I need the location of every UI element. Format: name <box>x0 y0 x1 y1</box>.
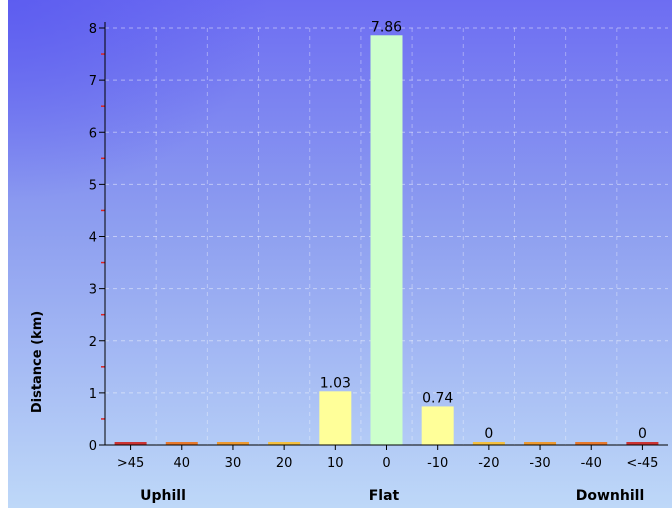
bar <box>319 391 352 445</box>
bar <box>114 442 147 445</box>
value-label: 1.03 <box>320 375 351 391</box>
x-tick-label: 40 <box>173 456 190 471</box>
bar <box>268 442 301 445</box>
group-label-downhill: Downhill <box>576 488 645 504</box>
bar <box>216 442 249 445</box>
x-tick-label: -30 <box>529 456 550 471</box>
value-labels: 1.03 7.86 0.74 0 0 <box>320 19 647 442</box>
bar <box>370 35 403 446</box>
bar <box>472 442 505 445</box>
x-tick-label: -40 <box>581 456 602 471</box>
axes <box>99 22 668 450</box>
bar <box>575 442 608 445</box>
y-tick-label: 1 <box>89 387 97 402</box>
y-tick-labels: 0 1 2 3 4 5 6 7 8 <box>89 22 97 454</box>
x-tick-label: 20 <box>276 456 293 471</box>
bars <box>114 35 659 446</box>
bar <box>165 442 198 445</box>
y-tick-label: 5 <box>89 178 97 193</box>
x-tick-label: 30 <box>225 456 242 471</box>
group-label-uphill: Uphill <box>140 488 186 504</box>
x-tick-labels: >45 40 30 20 10 0 -10 -20 -30 -40 <-45 <box>117 456 659 471</box>
chart-background-glow <box>8 0 268 200</box>
value-label: 0.74 <box>422 390 453 406</box>
bar <box>626 442 659 445</box>
x-tick-label: -20 <box>478 456 499 471</box>
y-tick-label: 8 <box>89 22 97 37</box>
x-tick-label: 0 <box>382 456 390 471</box>
x-tick-label: >45 <box>117 456 144 471</box>
y-tick-label: 3 <box>89 283 97 298</box>
value-label: 0 <box>484 426 493 442</box>
x-tick-label: <-45 <box>626 456 658 471</box>
y-tick-label: 2 <box>89 335 97 350</box>
x-tick-label: -10 <box>427 456 448 471</box>
bar <box>421 406 454 445</box>
y-tick-label: 6 <box>89 126 97 141</box>
y-axis-label: Distance (km) <box>30 311 45 413</box>
bar <box>524 442 557 445</box>
y-tick-label: 4 <box>89 231 97 246</box>
group-label-flat: Flat <box>369 488 400 504</box>
x-tick-label: 10 <box>327 456 344 471</box>
value-label: 7.86 <box>371 19 402 35</box>
y-tick-label: 0 <box>89 439 97 454</box>
y-tick-label: 7 <box>89 74 97 89</box>
value-label: 0 <box>638 426 647 442</box>
